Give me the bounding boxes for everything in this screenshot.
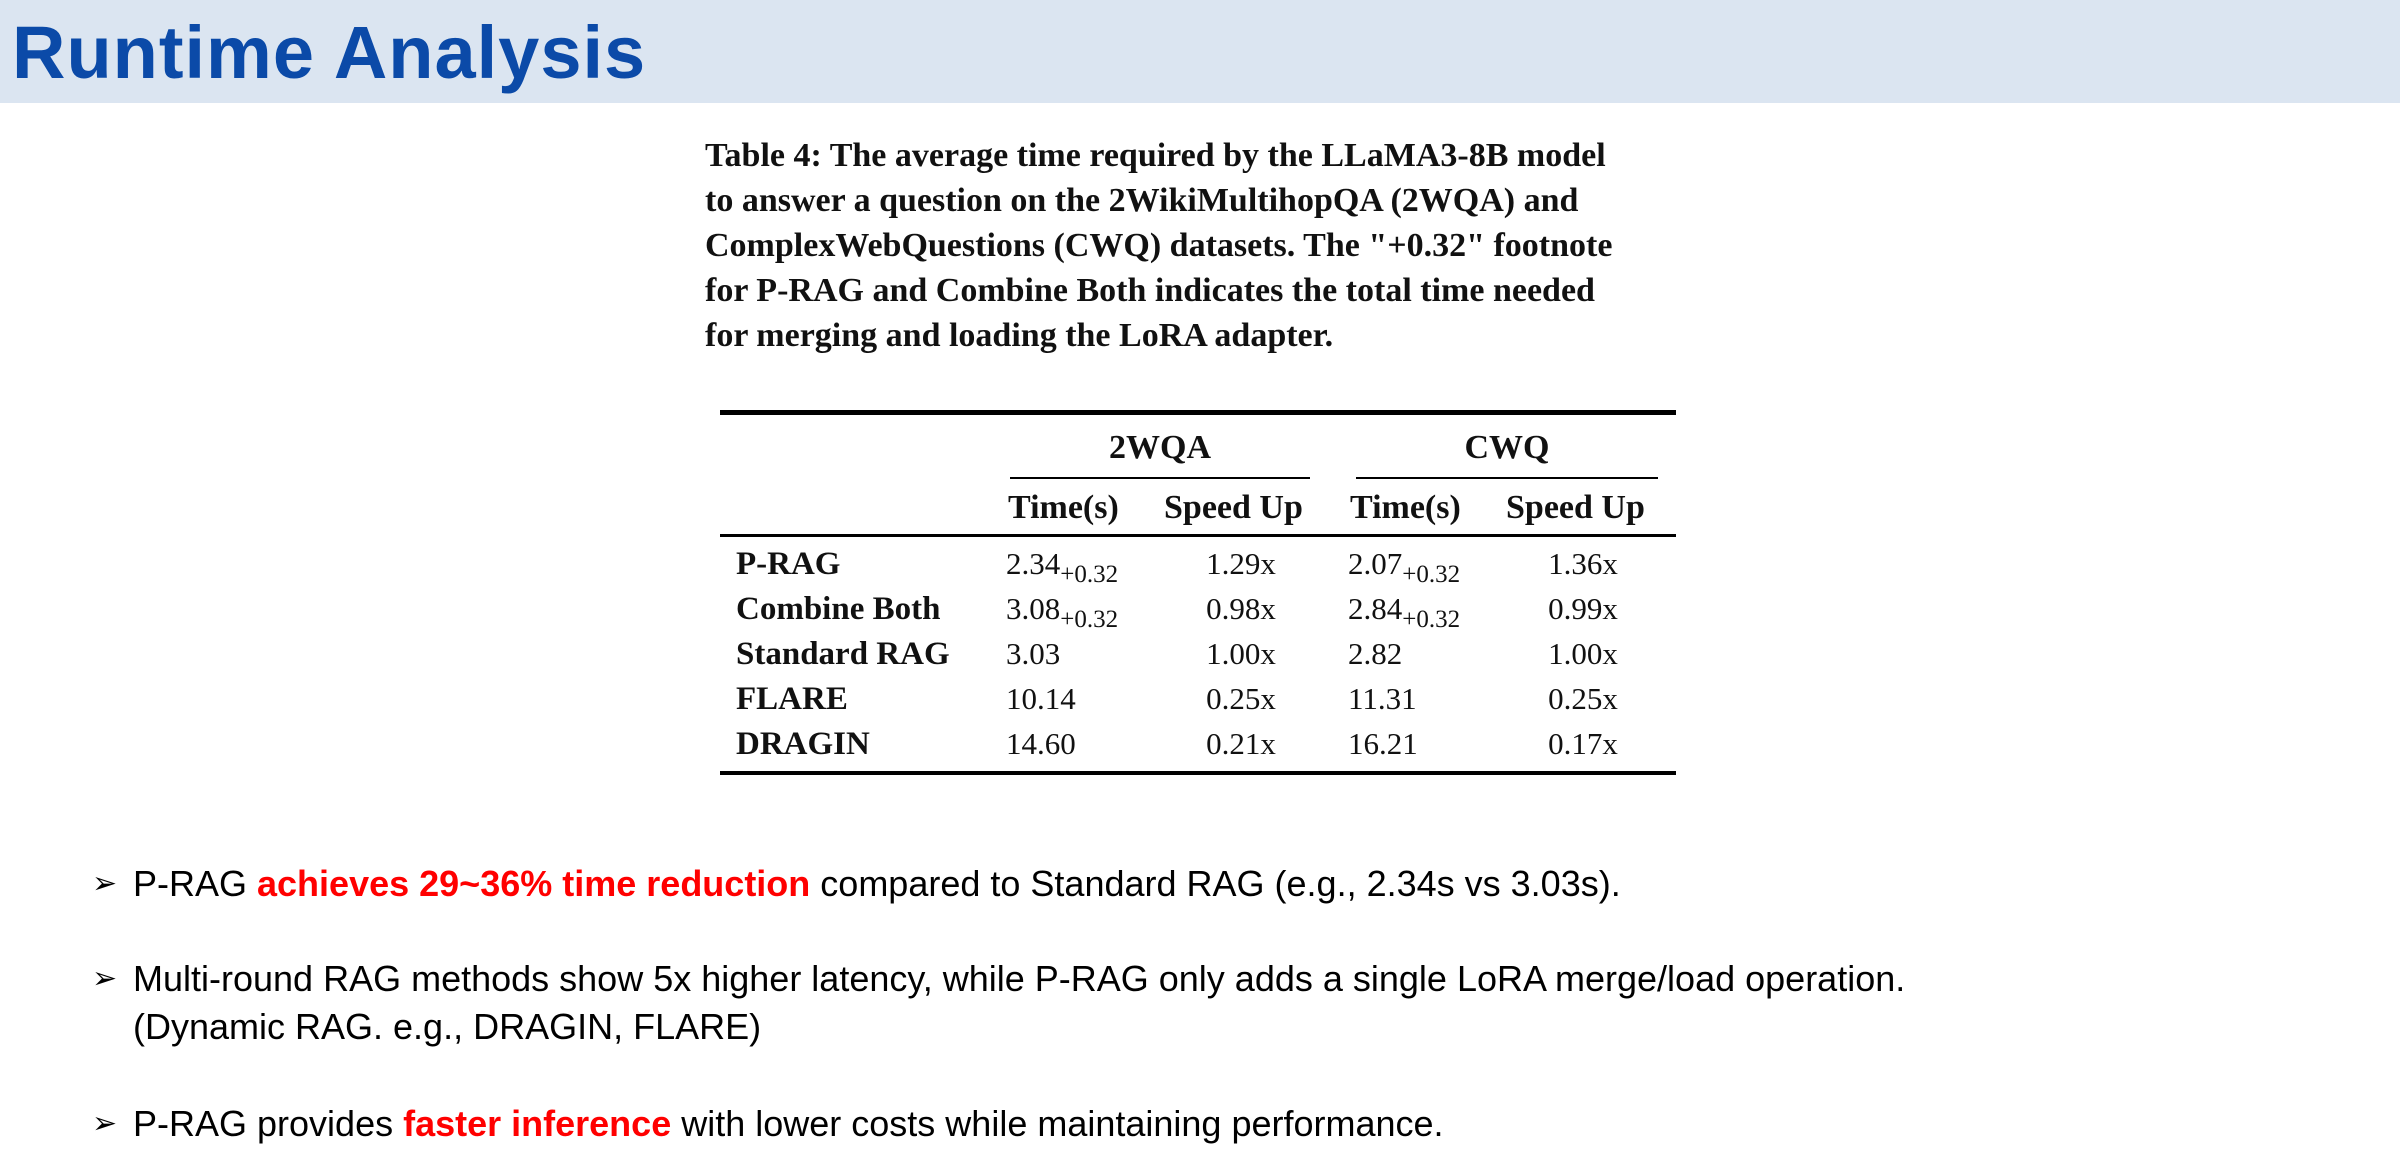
caption-line: Table 4: The average time required by th…	[705, 137, 1606, 174]
cell-subscript: +0.32	[1402, 606, 1461, 633]
bullet-highlight: faster inference	[403, 1103, 672, 1144]
cell-value: 0.17x	[1548, 726, 1618, 761]
bullet-text: P-RAG achieves 29~36% time reduction com…	[133, 860, 1621, 908]
caption-line: ComplexWebQuestions (CWQ) datasets. The …	[705, 227, 1613, 264]
cell-wqa-time: 10.14	[1006, 679, 1076, 719]
cell-value: 1.00x	[1206, 636, 1276, 671]
cell-cwq-speedup: 0.99x	[1506, 589, 1660, 629]
cell-value: FLARE	[736, 681, 848, 717]
row-method: DRAGIN	[736, 724, 870, 764]
cell-cwq-speedup: 1.36x	[1506, 544, 1660, 584]
cell-cwq-time: 2.84+0.32	[1348, 589, 1461, 633]
cell-value: P-RAG	[736, 546, 841, 582]
group-header-2wqa: 2WQA	[1109, 429, 1211, 466]
cell-wqa-speedup: 0.98x	[1164, 589, 1318, 629]
col-header-cwq-speedup: Speed Up	[1506, 489, 1645, 526]
cell-value: 1.36x	[1548, 546, 1618, 581]
group-rule-cwq	[1356, 477, 1658, 479]
cell-value: 0.25x	[1548, 681, 1618, 716]
bullet-text-continued: (Dynamic RAG. e.g., DRAGIN, FLARE)	[133, 1006, 762, 1047]
cell-wqa-time: 14.60	[1006, 724, 1076, 764]
cell-cwq-time: 16.21	[1348, 724, 1418, 764]
caption-line: for P-RAG and Combine Both indicates the…	[705, 272, 1595, 309]
slide-title: Runtime Analysis	[12, 11, 647, 94]
bullet-arrow-icon: ➢	[92, 962, 118, 995]
cell-value: 10.14	[1006, 681, 1076, 716]
cell-wqa-time: 2.34+0.32	[1006, 544, 1119, 588]
cell-value: 2.07	[1348, 546, 1403, 581]
cell-value: 2.82	[1348, 636, 1403, 671]
bullet-text-post: compared to Standard RAG (e.g., 2.34s vs…	[810, 863, 1621, 904]
col-header-wqa-speedup: Speed Up	[1164, 489, 1303, 526]
cell-value: 2.34	[1006, 546, 1061, 581]
group-header-cwq: CWQ	[1464, 429, 1550, 466]
cell-wqa-speedup: 0.21x	[1164, 724, 1318, 764]
row-method: P-RAG	[736, 544, 840, 584]
cell-cwq-time: 11.31	[1348, 679, 1417, 719]
cell-value: 0.21x	[1206, 726, 1276, 761]
row-method: FLARE	[736, 679, 848, 719]
cell-value: DRAGIN	[736, 726, 870, 762]
cell-subscript: +0.32	[1060, 561, 1119, 588]
caption-line: to answer a question on the 2WikiMultiho…	[705, 182, 1579, 219]
cell-cwq-speedup: 0.25x	[1506, 679, 1660, 719]
col-header-wqa-time: Time(s)	[1008, 489, 1119, 526]
table-top-rule	[720, 410, 1676, 415]
bullet-text: Multi-round RAG methods show 5x higher l…	[133, 958, 1906, 999]
cell-subscript: +0.32	[1402, 561, 1461, 588]
table-bottom-rule	[720, 771, 1676, 775]
cell-value: Combine Both	[736, 591, 941, 627]
row-method: Standard RAG	[736, 634, 950, 674]
bullet-text: P-RAG provides faster inference with low…	[133, 1100, 1444, 1148]
cell-wqa-speedup: 1.00x	[1164, 634, 1318, 674]
bullet-arrow-icon: ➢	[92, 1107, 118, 1140]
table-caption: Table 4: The average time required by th…	[705, 133, 1705, 358]
cell-wqa-time: 3.03	[1006, 634, 1060, 674]
cell-value: 3.08	[1006, 591, 1061, 626]
cell-subscript: +0.32	[1060, 606, 1119, 633]
cell-value: 1.00x	[1548, 636, 1618, 671]
bullet-text-pre: P-RAG	[133, 863, 258, 904]
bullet-arrow-icon: ➢	[92, 867, 118, 900]
group-rule-2wqa	[1010, 477, 1310, 479]
cell-wqa-speedup: 0.25x	[1164, 679, 1318, 719]
cell-cwq-speedup: 0.17x	[1506, 724, 1660, 764]
cell-cwq-speedup: 1.00x	[1506, 634, 1660, 674]
col-header-cwq-time: Time(s)	[1350, 489, 1461, 526]
cell-value: 14.60	[1006, 726, 1076, 761]
table-header-rule	[720, 534, 1676, 537]
cell-cwq-time: 2.07+0.32	[1348, 544, 1461, 588]
cell-value: 0.99x	[1548, 591, 1618, 626]
cell-value: 16.21	[1348, 726, 1418, 761]
caption-line: for merging and loading the LoRA adapter…	[705, 317, 1334, 354]
cell-value: 11.31	[1348, 681, 1417, 716]
cell-value: Standard RAG	[736, 636, 950, 672]
cell-value: 3.03	[1006, 636, 1061, 671]
cell-wqa-speedup: 1.29x	[1164, 544, 1318, 584]
cell-value: 0.25x	[1206, 681, 1276, 716]
bullet-text-pre: P-RAG provides	[133, 1103, 404, 1144]
cell-value: 1.29x	[1206, 546, 1276, 581]
bullet-highlight: achieves 29~36% time reduction	[257, 863, 811, 904]
cell-value: 2.84	[1348, 591, 1403, 626]
bullet-text-post: with lower costs while maintaining perfo…	[671, 1103, 1444, 1144]
runtime-table: 2WQA CWQ Time(s) Speed Up Time(s) Speed …	[720, 410, 1676, 776]
cell-value: 0.98x	[1206, 591, 1276, 626]
cell-cwq-time: 2.82	[1348, 634, 1402, 674]
cell-wqa-time: 3.08+0.32	[1006, 589, 1119, 633]
row-method: Combine Both	[736, 589, 940, 629]
title-band: Runtime Analysis	[0, 0, 2400, 103]
